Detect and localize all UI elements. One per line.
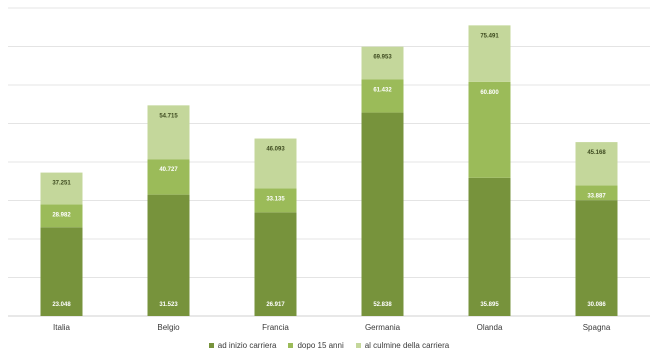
data-label: 28.982 — [52, 212, 71, 218]
legend-label: dopo 15 anni — [297, 341, 344, 350]
legend-label: al culmine della carriera — [364, 341, 450, 350]
bar-segment-3 — [147, 105, 190, 160]
bar-segment-2 — [254, 188, 297, 213]
data-label: 30.086 — [587, 302, 606, 308]
data-label: 26.917 — [266, 302, 285, 308]
x-tick-label: Olanda — [477, 323, 503, 332]
bar-segment-1 — [361, 112, 404, 316]
x-tick-label: Germania — [365, 323, 401, 332]
x-tick-label: Francia — [262, 323, 289, 332]
legend-label: ad inizio carriera — [217, 341, 277, 350]
bar-segment-3 — [468, 25, 511, 82]
chart-legend: ad inizio carriera dopo 15 anni al culmine… — [0, 341, 658, 350]
x-tick-label: Belgio — [157, 323, 180, 332]
data-label: 23.048 — [52, 302, 71, 308]
legend-item: ad inizio carriera — [208, 341, 277, 350]
stacked-bar-chart: 23.048 28.982 37.251 Italia 31.523 40.727 54.7… — [8, 7, 650, 332]
legend-swatch — [288, 343, 294, 348]
legend-swatch — [355, 343, 361, 348]
bar-segment-3 — [40, 172, 83, 205]
data-label: 33.887 — [587, 194, 606, 200]
chart-title — [0, 0, 658, 8]
data-label: 46.093 — [266, 147, 285, 153]
x-tick-label: Spagna — [583, 323, 611, 332]
legend-swatch — [208, 343, 214, 348]
bar-segment-1 — [40, 227, 83, 316]
bar-segment-2 — [40, 204, 83, 228]
data-label: 31.523 — [159, 302, 178, 308]
bar-segment-1 — [147, 194, 190, 316]
bar-segment-1 — [575, 200, 618, 316]
data-label: 60.800 — [480, 90, 499, 96]
data-label: 69.953 — [373, 55, 392, 61]
data-label: 54.715 — [159, 113, 178, 119]
bar-segment-3 — [361, 46, 404, 80]
bar-segment-2 — [575, 185, 618, 201]
data-label: 40.727 — [159, 167, 178, 173]
data-label: 35.895 — [480, 302, 499, 308]
data-label: 33.135 — [266, 196, 285, 202]
data-label: 45.168 — [587, 150, 606, 156]
data-label: 61.432 — [373, 87, 392, 93]
legend-item: dopo 15 anni — [288, 341, 344, 350]
legend-item: al culmine della carriera — [355, 341, 450, 350]
bar-segment-1 — [254, 212, 297, 316]
bar-segment-3 — [254, 138, 297, 189]
data-label: 37.251 — [52, 181, 71, 187]
bar-segment-2 — [468, 81, 511, 178]
data-label: 75.491 — [480, 33, 499, 39]
bar-segment-3 — [575, 142, 618, 186]
bar-segment-1 — [468, 177, 511, 316]
bar-segment-2 — [147, 159, 190, 195]
x-tick-label: Italia — [53, 323, 70, 332]
bar-segment-2 — [361, 79, 404, 113]
data-label: 52.838 — [373, 302, 392, 308]
